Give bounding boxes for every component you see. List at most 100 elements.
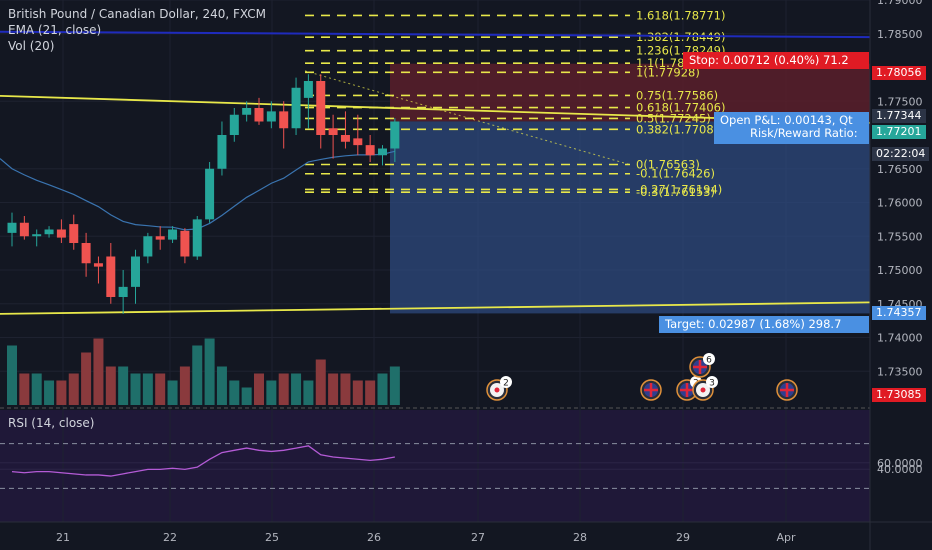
candle-body — [192, 219, 202, 257]
risk-reward-label: Risk/Reward Ratio: — [750, 126, 858, 140]
event-count: 3 — [709, 379, 715, 389]
candle-body — [328, 128, 338, 135]
fib-level-label: 0(1.76563) — [636, 157, 700, 171]
countdown-tag: 02:22:04 — [872, 147, 930, 161]
price-tick-label: 1.79000 — [877, 0, 923, 7]
rsi-line — [11, 445, 395, 477]
volume-bar — [389, 366, 400, 405]
pnl-box[interactable]: Open P&L: 0.00143, Qt Risk/Reward Ratio: — [714, 112, 869, 144]
entry-tag-b: 1.77201 — [872, 125, 926, 139]
volume-bar — [254, 373, 264, 405]
fib-level-label: 0.5(1.77245) — [636, 111, 711, 125]
entry-tag-a: 1.77344 — [872, 109, 926, 123]
flag-icon — [494, 387, 500, 393]
candle-body — [303, 81, 313, 98]
event-count: 2 — [503, 379, 509, 389]
fib-trend-line — [304, 70, 631, 166]
candle-body — [32, 234, 42, 237]
volume-bar — [303, 380, 314, 405]
price-tick-label: 1.74000 — [877, 332, 923, 345]
price-tick-label: 1.73500 — [877, 365, 923, 378]
volume-bar — [118, 366, 129, 405]
candle-body — [81, 243, 91, 264]
volume-bar — [216, 366, 227, 405]
time-tick-label: 21 — [56, 531, 70, 544]
stop-label[interactable]: Stop: 0.00712 (0.40%) 71.2 — [683, 52, 869, 69]
volume-bar — [155, 373, 166, 405]
candle-body — [266, 111, 276, 122]
time-tick-label: Apr — [776, 531, 796, 544]
candle-body — [93, 263, 103, 267]
volume-bar — [365, 380, 376, 405]
event-count-badge — [706, 376, 718, 388]
stop-level-tag: 1.78056 — [872, 66, 926, 80]
time-tick-label: 25 — [265, 531, 279, 544]
volume-bar — [192, 345, 203, 405]
volume-legend[interactable]: Vol (20) — [8, 39, 55, 53]
volume-bar — [328, 373, 339, 405]
volume-bar — [278, 373, 289, 405]
candle-body — [279, 111, 289, 129]
target-level-tag: 1.74357 — [872, 306, 926, 320]
rsi-legend[interactable]: RSI (14, close) — [8, 416, 95, 430]
candle-body — [180, 230, 190, 257]
fib-level-label: 0.75(1.77586) — [636, 88, 718, 102]
candle-body — [378, 148, 387, 156]
fib-level-label: 0.382(1.77084) — [636, 122, 725, 136]
volume-bar — [352, 380, 363, 405]
candle-body — [44, 229, 54, 235]
volume-bar — [93, 338, 104, 405]
fib-level-label: 0.618(1.77406) — [636, 101, 725, 115]
event-count-badge — [500, 376, 512, 388]
price-tick-label: 1.77500 — [877, 95, 923, 108]
volume-bar — [68, 373, 79, 405]
volume-bar — [130, 373, 141, 405]
time-tick-label: 26 — [367, 531, 381, 544]
candle-body — [56, 229, 66, 238]
candle-body — [316, 81, 326, 135]
volume-bar — [179, 366, 190, 405]
volume-bar — [266, 380, 277, 405]
candle-body — [291, 87, 301, 129]
volume-bar — [291, 373, 302, 405]
candle-body — [118, 286, 128, 297]
candle-body — [69, 224, 79, 243]
fib-level-label: 1.618(1.78771) — [636, 8, 725, 22]
fib-level-label: -0.27(1.76194) — [636, 182, 722, 196]
fib-level-label: -0.3(1.76153) — [636, 185, 715, 199]
volume-bar — [377, 373, 388, 405]
candle-body — [229, 114, 239, 135]
time-tick-label: 27 — [471, 531, 485, 544]
volume-bar — [44, 380, 55, 405]
volume-bar — [167, 380, 178, 405]
volume-bar — [56, 380, 67, 405]
stop-zone — [390, 63, 870, 122]
candle-body — [242, 108, 252, 115]
candle-body — [217, 135, 227, 169]
event-count: 6 — [706, 356, 712, 366]
volume-bar — [19, 373, 30, 405]
volume-bar — [81, 352, 92, 405]
rsi-tick-label: 60.0000 — [877, 457, 923, 470]
fib-level-label: 1.382(1.78449) — [636, 30, 725, 44]
ema-legend[interactable]: EMA (21, close) — [8, 23, 102, 37]
candle-body — [106, 256, 116, 297]
candle-body — [143, 236, 153, 257]
candle-body — [155, 236, 165, 240]
flag-icon — [700, 387, 706, 393]
event-count-badge — [703, 353, 715, 365]
price-tick-label: 1.76500 — [877, 163, 923, 176]
candle-body — [7, 222, 17, 233]
candle-body — [340, 135, 350, 142]
target-label[interactable]: Target: 0.02987 (1.68%) 298.7 — [659, 316, 869, 333]
candle-body — [168, 229, 178, 240]
current-low-tag: 1.73085 — [872, 388, 926, 402]
price-tick-label: 1.75500 — [877, 230, 923, 243]
volume-bar — [31, 373, 42, 405]
chart-title: British Pound / Canadian Dollar, 240, FX… — [8, 7, 266, 21]
volume-bar — [204, 338, 215, 405]
price-tick-label: 1.75000 — [877, 264, 923, 277]
volume-bar — [315, 359, 326, 405]
candle-body — [205, 168, 215, 220]
